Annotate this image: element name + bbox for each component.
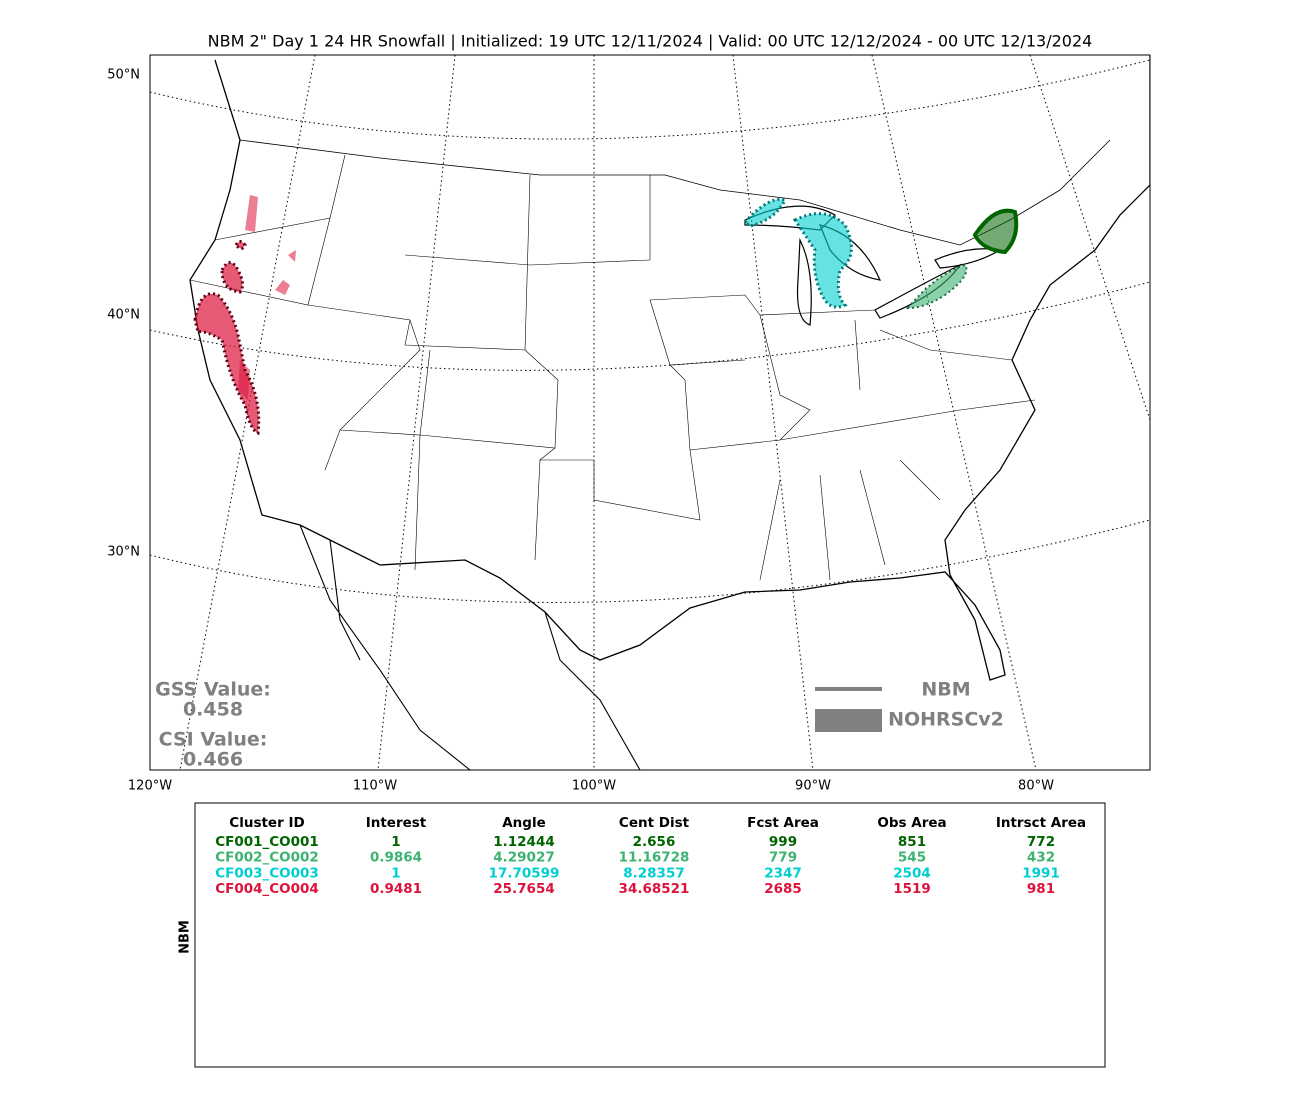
table: Cluster ID Interest Angle Cent Dist Fcst Are… — [215, 815, 1086, 897]
cluster-obs — [742, 197, 853, 309]
cluster-obs — [978, 210, 1017, 250]
score-label: CSI Value: — [159, 729, 268, 751]
lon-label: 110°W — [353, 779, 397, 794]
table-header: Angle — [502, 815, 546, 831]
table-cell: 999 — [769, 834, 797, 850]
legend-label: NOHRSCv2 — [888, 709, 1004, 731]
table-frame — [194, 802, 1106, 1068]
table-cell: 545 — [898, 850, 926, 866]
table-cell: 0.9481 — [370, 881, 422, 897]
table-cell: CF002_CO002 — [215, 850, 319, 866]
lon-label: 80°W — [1018, 779, 1054, 794]
clusters — [193, 195, 1019, 436]
title: NBM 2" Day 1 24 HR Snowfall | Initialize… — [208, 32, 1093, 51]
lon-label: 100°W — [572, 779, 616, 794]
land-outline — [189, 55, 1150, 681]
table-cell: 779 — [769, 850, 797, 866]
table-cell: 34.68521 — [619, 881, 690, 897]
score-label: GSS Value: — [155, 679, 271, 701]
table-cell: 981 — [1027, 881, 1055, 897]
table-header: Obs Area — [877, 815, 946, 831]
table-cell: 0.9864 — [370, 850, 422, 866]
table-cell: 4.29027 — [493, 850, 555, 866]
table-cell: 25.7654 — [493, 881, 555, 897]
table-cell: 1991 — [1022, 865, 1060, 881]
legend-patch — [815, 709, 882, 732]
table-header: Cent Dist — [619, 815, 690, 831]
lat-label: 50°N — [107, 68, 140, 83]
mexico-outline — [299, 524, 641, 770]
table-cell: 772 — [1027, 834, 1055, 850]
graticule — [150, 55, 1150, 770]
cluster-fcst — [972, 208, 1019, 255]
score-value: 0.466 — [183, 749, 243, 771]
table-cell: 2347 — [764, 865, 802, 881]
table-cell: 8.28357 — [623, 865, 685, 881]
graticule-labels: 50°N 40°N 30°N 120°W 110°W 100°W 90°W 80°W — [107, 68, 1054, 794]
table-cell: 2504 — [893, 865, 931, 881]
table-side-label: NBM — [178, 920, 193, 954]
score-value: 0.458 — [183, 699, 243, 721]
lon-label: 120°W — [128, 779, 172, 794]
table-cell: 11.16728 — [619, 850, 690, 866]
lat-label: 40°N — [107, 308, 140, 323]
table-header: Intrsct Area — [996, 815, 1086, 831]
lat-label: 30°N — [107, 545, 140, 560]
table-cell: CF004_CO004 — [215, 881, 319, 897]
table-cell: 17.70599 — [489, 865, 560, 881]
table-cell: CF003_CO003 — [215, 865, 319, 881]
scores: GSS Value:0.458 CSI Value:0.466 — [155, 679, 271, 771]
great-lakes — [744, 205, 1002, 326]
table-cell: 1519 — [893, 881, 931, 897]
table-cell: 1.12444 — [493, 834, 555, 850]
map — [150, 55, 1150, 770]
table-cell: 2685 — [764, 881, 802, 897]
state-lines — [189, 154, 1036, 581]
canada-border — [239, 139, 1111, 246]
table-cell: 1 — [391, 834, 400, 850]
table-cell: 432 — [1027, 850, 1055, 866]
table-header: Fcst Area — [747, 815, 819, 831]
table-header: Interest — [366, 815, 427, 831]
table-header: Cluster ID — [229, 815, 304, 831]
table-cell: 1 — [391, 865, 400, 881]
table-cell: 2.656 — [633, 834, 676, 850]
lon-label: 90°W — [795, 779, 831, 794]
cluster-obs — [905, 263, 968, 310]
map-frame — [149, 54, 1151, 771]
cluster-obs — [193, 240, 261, 436]
table-cell: CF001_CO001 — [215, 834, 319, 850]
cluster-fcst — [238, 195, 296, 400]
table-cell: 851 — [898, 834, 926, 850]
legend-label: NBM — [921, 679, 970, 701]
